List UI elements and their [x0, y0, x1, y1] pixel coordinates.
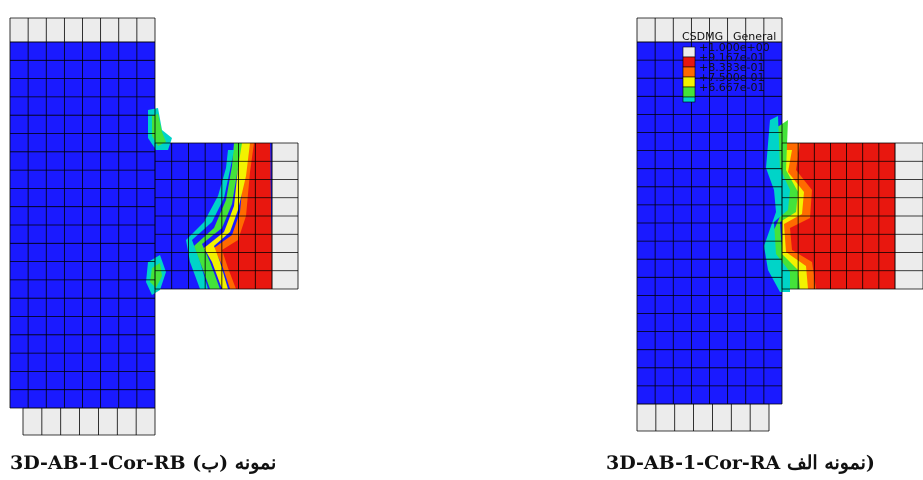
legend-variable: CSDMG — [682, 30, 723, 43]
legend-step: General_ — [733, 30, 782, 43]
caption-right: 3D-AB-1-Cor-RA نمونه الف) — [606, 452, 875, 474]
legend-swatch — [682, 66, 696, 78]
damage-corner-top-core — [152, 114, 166, 146]
mesh-lines — [9, 17, 299, 436]
contour-legend: CSDMG General_ +1.000e+00+9.167e-01+8.33… — [682, 30, 782, 103]
legend-swatch — [682, 86, 696, 98]
legend-label: +6.667e-01 — [699, 81, 764, 94]
damage-corner-bottom-core — [150, 263, 162, 288]
caption-left-specimen: 3D-AB-1-Cor-RB — [10, 452, 186, 474]
caption-right-prefix: الف) — [786, 452, 875, 474]
legend-label: +8.333e-01 — [699, 61, 764, 74]
legend-swatch — [682, 76, 696, 88]
legend-swatch — [682, 56, 696, 68]
caption-right-specimen: 3D-AB-1-Cor-RA — [606, 452, 781, 474]
legend-swatch — [682, 96, 696, 103]
mesh-lines — [636, 17, 923, 432]
bottom-boundary-elements — [23, 408, 155, 435]
legend-label: +9.167e-01 — [699, 51, 764, 64]
bottom-boundary-elements — [637, 404, 769, 431]
legend-swatch — [682, 46, 696, 58]
caption-left-prefix: (ب) — [192, 452, 229, 474]
caption-right-word: نمونه — [824, 452, 866, 474]
caption-left-word: نمونه — [234, 452, 277, 474]
legend-label: +7.500e-01 — [699, 71, 764, 84]
legend-label: +1.000e+00 — [699, 41, 770, 54]
caption-left: 3D-AB-1-Cor-RB نمونه (ب) — [10, 452, 276, 474]
model-ra — [636, 17, 923, 432]
model-rb — [9, 17, 299, 436]
damage-cyan-band — [764, 116, 790, 292]
